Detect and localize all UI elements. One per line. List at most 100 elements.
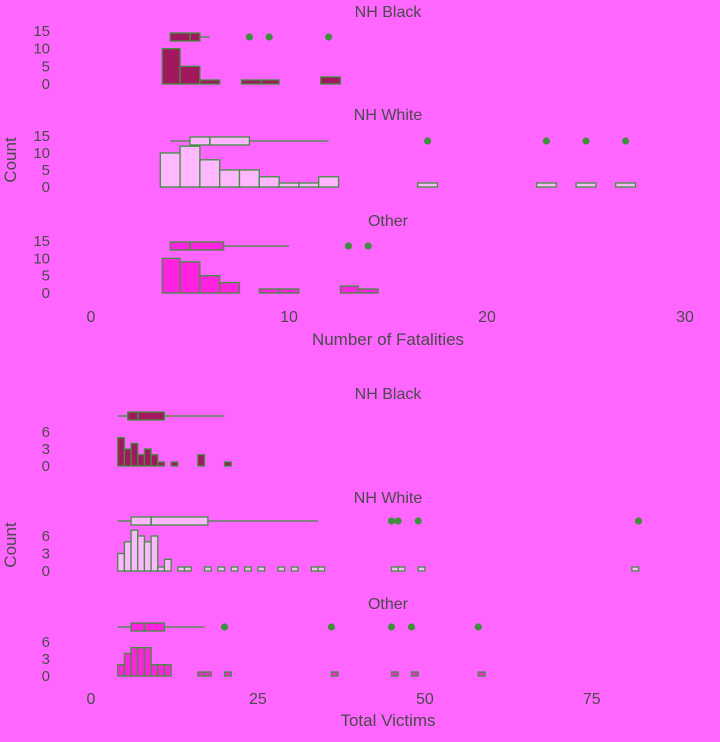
histogram-bar	[161, 257, 181, 294]
histogram-bar	[199, 79, 221, 85]
histogram-bar	[257, 566, 266, 572]
x-tick-label: 10	[280, 309, 298, 326]
histogram-bar	[123, 448, 132, 467]
box-iqr	[189, 136, 251, 146]
outlier-point	[634, 517, 643, 525]
histogram-bar	[163, 664, 172, 677]
outlier-point	[622, 137, 630, 145]
histogram-bar	[535, 182, 557, 188]
histogram-bar	[117, 552, 126, 572]
box-iqr	[169, 32, 201, 42]
outlier-point	[220, 623, 229, 631]
histogram-bar	[143, 541, 152, 572]
histogram-bar	[278, 288, 300, 294]
y-tick-label: 0	[42, 285, 50, 302]
histogram-bar	[157, 664, 166, 677]
y-tick-label: 6	[42, 528, 50, 545]
histogram-bar	[123, 541, 132, 572]
histogram-bar	[130, 647, 139, 677]
histogram-bar	[197, 454, 206, 467]
x-tick-label: 25	[249, 691, 267, 708]
box-iqr	[130, 516, 209, 526]
outlier-point	[394, 517, 402, 525]
x-tick-label: 20	[478, 309, 496, 326]
histogram-bar	[240, 79, 262, 85]
histogram-bar	[183, 566, 192, 572]
y-tick-label: 5	[42, 268, 50, 285]
panel-title: NH Black	[355, 4, 423, 21]
outlier-point	[474, 623, 482, 631]
histogram-bar	[157, 461, 166, 467]
histogram-bar	[290, 566, 299, 572]
histogram-bar	[137, 535, 146, 572]
y-tick-label: 0	[42, 668, 50, 685]
histogram-bar	[150, 454, 159, 467]
histogram-bar	[317, 566, 326, 572]
histogram-bar	[615, 182, 637, 188]
histogram-bar	[130, 442, 139, 467]
histogram-bar	[238, 169, 260, 188]
histogram-bar	[123, 652, 132, 677]
histogram-bar	[179, 65, 201, 85]
box-iqr	[169, 241, 225, 251]
histogram-bar	[477, 671, 486, 677]
outlier-point	[407, 623, 416, 631]
histogram-bar	[258, 288, 280, 294]
histogram-bar	[243, 566, 252, 572]
outlier-point	[424, 137, 432, 145]
histogram-bar	[223, 461, 232, 467]
y-tick-label: 0	[42, 76, 50, 93]
outlier-point	[582, 137, 590, 145]
histogram-bar	[339, 285, 359, 294]
histogram-bar	[203, 566, 212, 572]
outlier-point	[344, 242, 352, 250]
histogram-bar	[143, 448, 152, 467]
histogram-bar	[230, 566, 239, 572]
x-tick-label: 30	[676, 309, 694, 326]
histogram-bar	[117, 664, 126, 677]
panel-title: NH White	[354, 490, 423, 507]
histogram-bar	[179, 261, 201, 294]
histogram-bar	[277, 566, 286, 572]
x-tick-label: 0	[87, 309, 96, 326]
box-iqr	[127, 411, 166, 421]
y-tick-label: 0	[42, 179, 50, 196]
histogram-bar	[357, 288, 379, 294]
histogram-bar	[575, 182, 597, 188]
histogram-bar	[199, 275, 221, 294]
outlier-point	[327, 623, 335, 631]
histogram-bar	[143, 647, 152, 677]
outlier-point	[542, 137, 551, 145]
histogram-bar	[223, 671, 232, 677]
histogram-bar	[170, 461, 179, 467]
outlier-point	[265, 33, 273, 41]
x-axis-label: Number of Fatalities	[312, 330, 464, 349]
histogram-bar	[219, 281, 241, 294]
histogram-bar	[130, 529, 139, 572]
histogram-bar	[150, 664, 159, 677]
histogram-bar	[330, 671, 339, 677]
histogram-bar	[163, 558, 172, 572]
y-tick-label: 3	[42, 546, 50, 563]
y-tick-label: 0	[42, 458, 50, 475]
y-tick-label: 10	[33, 145, 50, 162]
panel-title: NH Black	[355, 386, 423, 403]
outlier-point	[364, 242, 372, 250]
histogram-bar	[137, 454, 146, 467]
histogram-bar	[161, 48, 181, 85]
histogram-bar	[150, 535, 159, 572]
histogram-bar	[417, 566, 426, 572]
y-tick-label: 5	[42, 162, 50, 179]
histogram-bar	[137, 647, 146, 677]
histogram-bar	[199, 159, 221, 188]
outlier-point	[325, 33, 333, 41]
y-tick-label: 10	[33, 41, 50, 58]
outlier-point	[387, 623, 396, 631]
histogram-bar	[397, 566, 406, 572]
histogram-bar	[298, 182, 320, 188]
x-tick-label: 50	[416, 691, 434, 708]
y-axis-label: Count	[1, 522, 20, 568]
y-axis-label: Count	[1, 137, 20, 183]
y-tick-label: 15	[33, 23, 50, 40]
